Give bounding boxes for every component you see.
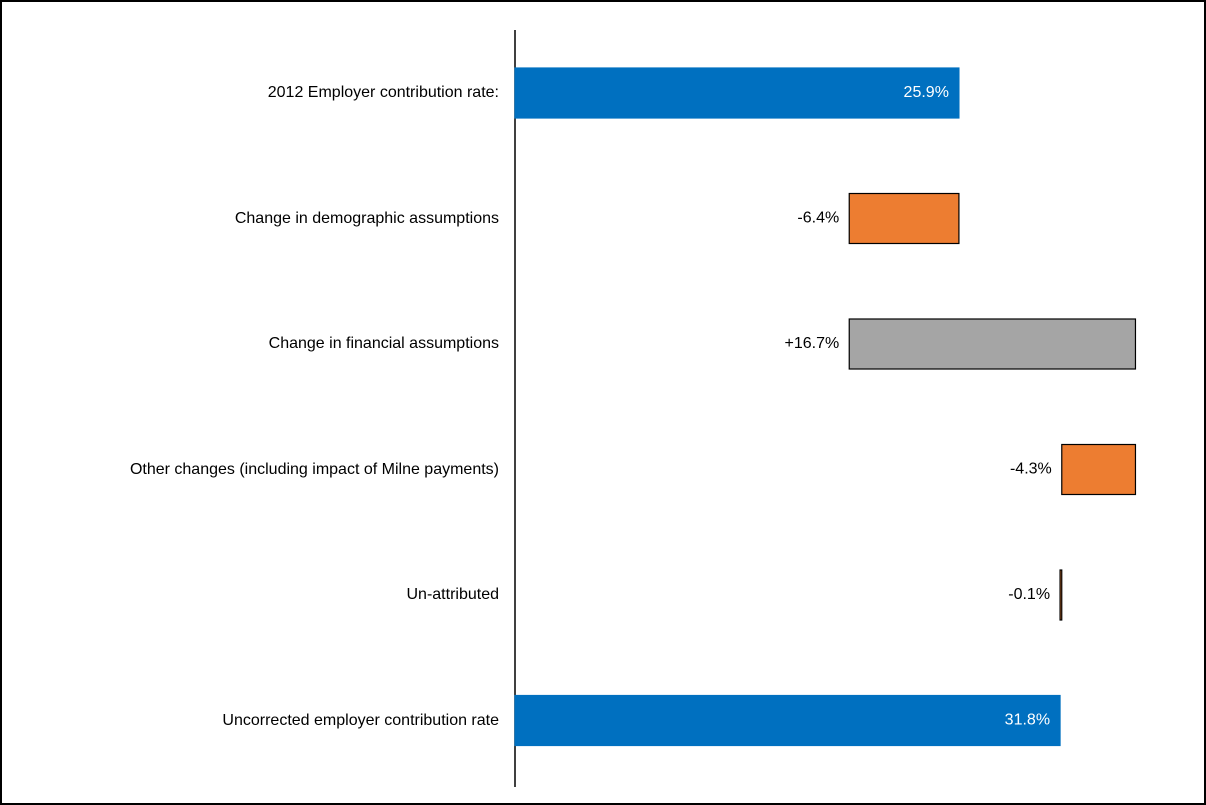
category-label: Change in financial assumptions: [268, 335, 499, 352]
category-label-box: Uncorrected employer contribution rate: [39, 710, 499, 732]
value-label: -6.4%: [797, 210, 839, 227]
category-label: 2012 Employer contribution rate:: [267, 84, 499, 101]
value-label: -4.3%: [1010, 461, 1052, 478]
bar: [848, 318, 1137, 370]
value-label: +16.7%: [785, 335, 840, 352]
category-label-box: Change in demographic assumptions: [39, 208, 499, 230]
value-label: 31.8%: [1005, 712, 1050, 729]
category-label: Other changes (including impact of Milne…: [129, 460, 499, 478]
category-label-box: Un-attributed: [39, 584, 500, 606]
bar: [1061, 443, 1137, 496]
bar: [1059, 569, 1063, 621]
category-label: Un-attributed: [406, 586, 500, 603]
value-label: 25.9%: [904, 84, 949, 101]
bar: [848, 192, 960, 245]
category-label: Change in demographic assumptions: [234, 209, 499, 227]
bar: [514, 694, 1061, 747]
category-label-box: 2012 Employer contribution rate:: [39, 82, 499, 104]
value-label: -0.1%: [1008, 586, 1050, 603]
category-label: Uncorrected employer contribution rate: [222, 711, 499, 729]
bar: [514, 67, 960, 119]
category-label-box: Change in financial assumptions: [39, 333, 499, 355]
category-label-box: Other changes (including impact of Milne…: [39, 459, 499, 481]
